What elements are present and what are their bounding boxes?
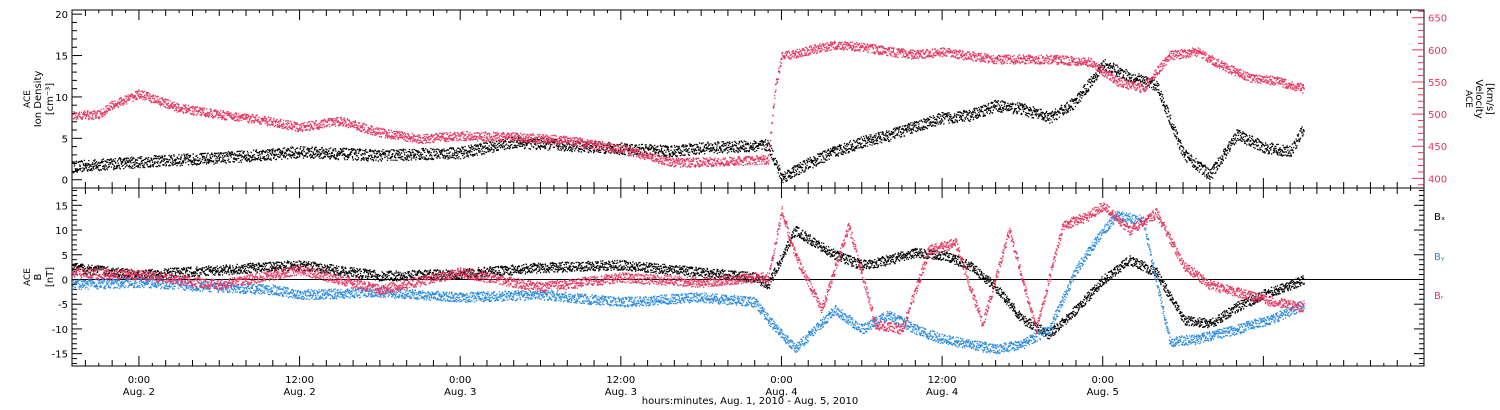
b-tick-label: -10 (52, 325, 68, 336)
b-tick-label: -15 (52, 350, 68, 361)
b-legend-label: Bₓ (1434, 212, 1445, 223)
b-label-name: B (33, 273, 44, 280)
x-tick-time-label: 0:00 (1091, 375, 1113, 386)
velocity-tick-label: 450 (1428, 142, 1447, 153)
b-tick-label: 15 (55, 201, 68, 212)
x-tick-time-label: 12:00 (285, 375, 314, 386)
b-tick-label: 5 (62, 251, 68, 262)
x-tick-date-label: Aug. 5 (1087, 387, 1119, 398)
velocity-label-ace: ACE (1463, 90, 1473, 108)
velocity-label-name: Velocity (1473, 79, 1484, 118)
b-tick-label: -5 (58, 300, 68, 311)
density-tick-label: 15 (55, 52, 68, 63)
velocity-tick-label: 600 (1428, 46, 1447, 57)
b-legend-label: Bᵧ (1434, 252, 1445, 263)
b-tick-label: 10 (55, 226, 68, 237)
b-label-ace: ACE (23, 268, 33, 286)
x-axis-title: hours:minutes, Aug. 1, 2010 - Aug. 5, 20… (641, 396, 859, 407)
velocity-tick-label: 500 (1428, 110, 1447, 121)
x-tick-date-label: Aug. 3 (605, 387, 637, 398)
x-tick-time-label: 12:00 (606, 375, 635, 386)
velocity-label-unit: [km/s] (1484, 83, 1495, 115)
density-tick-label: 20 (55, 10, 68, 21)
x-tick-date-label: Aug. 4 (765, 387, 797, 398)
b-legend-label: Bᵣ (1434, 291, 1444, 302)
density-label-unit: [cm⁻³] (45, 83, 56, 115)
x-tick-date-label: Aug. 3 (444, 387, 476, 398)
x-tick-time-label: 0:00 (770, 375, 792, 386)
density-tick-label: 10 (55, 93, 68, 104)
x-tick-time-label: 0:00 (128, 375, 150, 386)
x-tick-date-label: Aug. 4 (926, 387, 958, 398)
b-label-unit: [nT] (45, 267, 56, 287)
x-tick-date-label: Aug. 2 (283, 387, 315, 398)
velocity-tick-label: 550 (1428, 78, 1447, 89)
density-tick-label: 5 (62, 134, 68, 145)
velocity-tick-label: 400 (1428, 174, 1447, 185)
x-tick-date-label: Aug. 2 (123, 387, 155, 398)
velocity-tick-label: 650 (1428, 14, 1447, 25)
density-tick-label: 0 (62, 176, 68, 187)
density-label-name: Ion Density (33, 71, 44, 128)
x-tick-time-label: 12:00 (928, 375, 957, 386)
b-tick-label: 0 (62, 275, 68, 286)
density-label-ace: ACE (23, 90, 33, 108)
x-tick-time-label: 0:00 (449, 375, 471, 386)
